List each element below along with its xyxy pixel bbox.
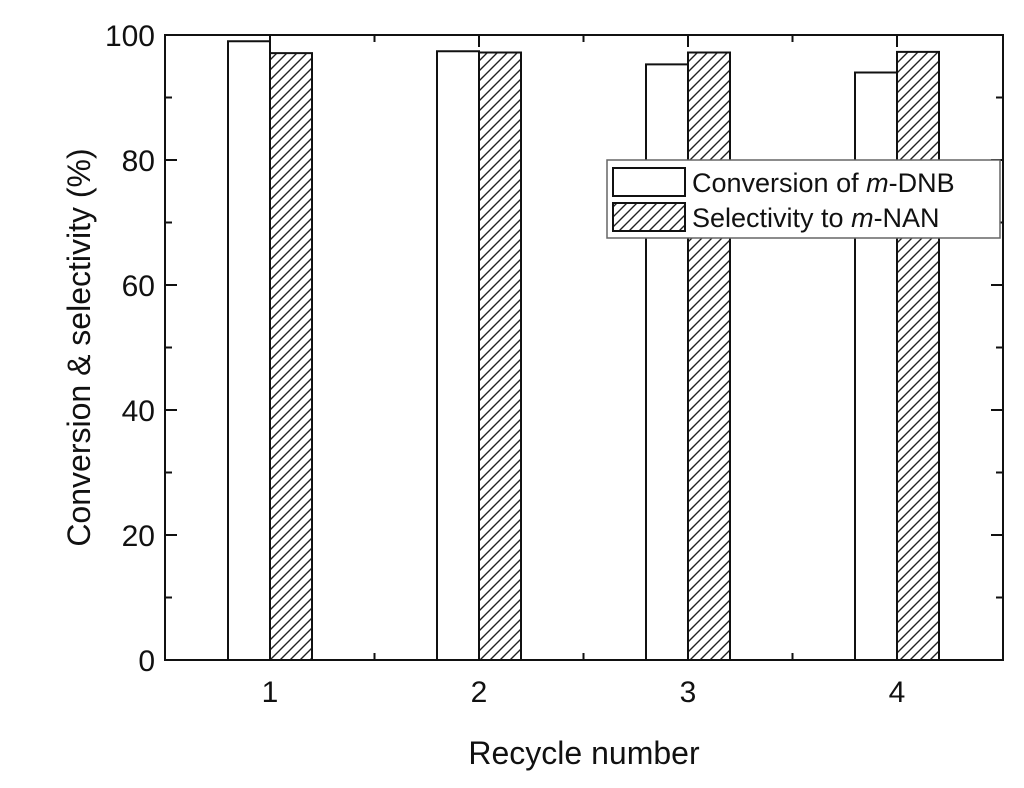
y-tick-label: 40 <box>122 395 155 428</box>
bar-conversion-3 <box>645 63 689 661</box>
x-axis-label: Recycle number <box>468 735 700 771</box>
legend-label-selectivity: Selectivity to m-NAN <box>692 203 940 233</box>
legend: Conversion of m-DNB Selectivity to m-NAN <box>606 159 1001 239</box>
y-tick-label: 80 <box>122 145 155 178</box>
bar-conversion-2 <box>436 50 480 661</box>
x-axis-ticks: 1 2 3 4 <box>262 35 906 709</box>
bar-selectivity-1 <box>269 52 313 661</box>
x-tick-label: 4 <box>889 676 906 709</box>
legend-swatch-conversion <box>612 167 686 197</box>
legend-swatch-selectivity <box>612 202 686 232</box>
y-tick-label: 100 <box>105 20 155 53</box>
y-tick-label: 0 <box>138 645 155 678</box>
y-axis-ticks: 0 20 40 60 80 100 <box>105 20 1003 678</box>
bars-layer <box>227 40 940 661</box>
bar-conversion-1 <box>227 40 271 661</box>
legend-label-conversion: Conversion of m-DNB <box>692 168 955 198</box>
x-tick-label: 3 <box>680 676 697 709</box>
x-tick-label: 2 <box>471 676 488 709</box>
x-tick-label: 1 <box>262 676 279 709</box>
y-tick-label: 60 <box>122 270 155 303</box>
bar-selectivity-2 <box>478 51 522 661</box>
y-axis-label: Conversion & selectivity (%) <box>61 148 97 546</box>
bar-selectivity-3 <box>687 51 731 661</box>
bar-selectivity-4 <box>896 50 940 661</box>
y-tick-label: 20 <box>122 520 155 553</box>
